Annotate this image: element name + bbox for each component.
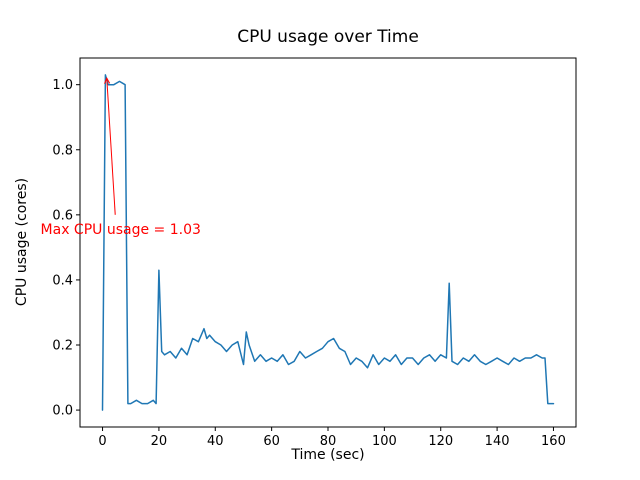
x-tick-label: 160 bbox=[541, 434, 566, 449]
x-tick-label: 100 bbox=[372, 434, 397, 449]
y-tick-label: 0.2 bbox=[52, 339, 73, 354]
x-tick-label: 80 bbox=[320, 434, 337, 449]
y-tick-label: 0.4 bbox=[52, 273, 73, 288]
y-tick-label: 0.0 bbox=[52, 404, 73, 419]
y-tick-label: 0.8 bbox=[52, 143, 73, 158]
y-tick-label: 0.6 bbox=[52, 208, 73, 223]
x-tick-label: 0 bbox=[98, 434, 106, 449]
x-tick-label: 120 bbox=[428, 434, 453, 449]
plot-frame bbox=[79, 57, 577, 428]
annotation-text: Max CPU usage = 1.03 bbox=[40, 222, 201, 239]
annotation-arrowhead bbox=[104, 77, 111, 84]
x-axis-label: Time (sec) bbox=[291, 447, 365, 463]
x-tick-label: 40 bbox=[207, 434, 224, 449]
chart-title: CPU usage over Time bbox=[237, 27, 419, 47]
x-tick-label: 60 bbox=[263, 434, 280, 449]
cpu-usage-line bbox=[101, 74, 555, 411]
y-tick-label: 1.0 bbox=[52, 78, 73, 93]
annotation-arrow bbox=[106, 78, 116, 215]
y-axis-label: CPU usage (cores) bbox=[14, 177, 30, 307]
x-tick-label: 20 bbox=[151, 434, 168, 449]
x-tick-label: 140 bbox=[485, 434, 510, 449]
